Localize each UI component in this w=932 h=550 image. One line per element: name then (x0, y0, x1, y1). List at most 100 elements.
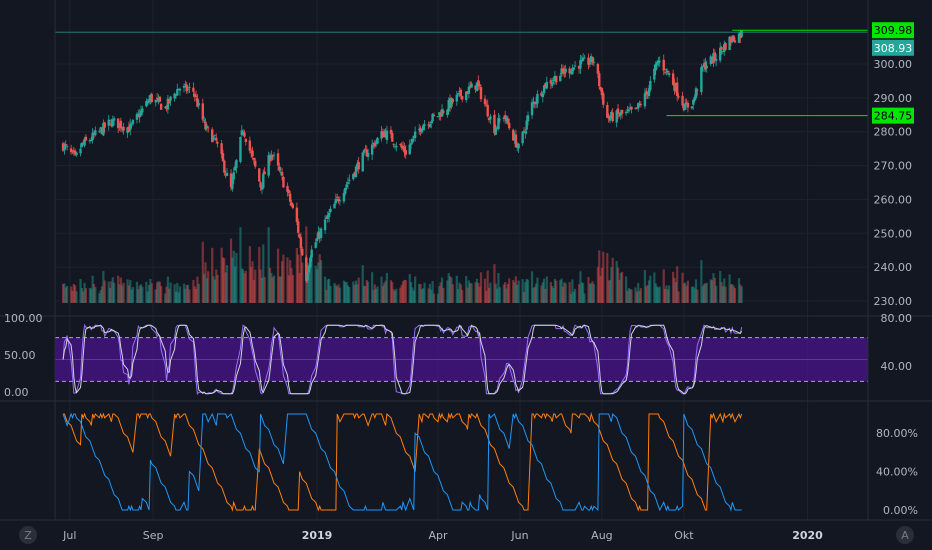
candle (120, 126, 124, 133)
candle (326, 211, 329, 223)
candle (278, 162, 281, 173)
volume-bar (427, 288, 430, 303)
volume-bar (63, 283, 66, 303)
volume-bar (354, 280, 358, 303)
volume-bar (534, 283, 538, 303)
candle (451, 98, 454, 105)
volume-bar (84, 288, 88, 303)
candle (579, 54, 582, 74)
candle (263, 167, 266, 175)
volume-bar (559, 280, 562, 303)
price-tick-label: 260.00 (874, 193, 913, 206)
volume-bar (635, 291, 638, 303)
volume-bar (121, 285, 124, 303)
volume-bar (290, 268, 293, 303)
volume-bar (244, 270, 247, 303)
volume-bar (423, 282, 426, 303)
volume-bar (204, 262, 207, 303)
candle (423, 120, 426, 131)
candle (173, 92, 176, 102)
candle (685, 98, 688, 105)
volume-bar (242, 269, 245, 303)
candle (432, 112, 436, 117)
volume-bar (497, 272, 500, 303)
candle (333, 201, 336, 209)
candle (649, 76, 652, 93)
zoom-icon[interactable]: Z (19, 526, 37, 544)
price-tick-label: 280.00 (874, 126, 913, 139)
candle (479, 84, 483, 103)
candle (205, 123, 209, 132)
volume-bar (563, 282, 566, 303)
volume-bar (618, 279, 621, 303)
volume-bar (224, 272, 227, 303)
auto-scale-icon[interactable]: A (896, 526, 914, 544)
volume-bar (233, 266, 237, 303)
volume-bar (338, 287, 341, 303)
volume-bar (326, 279, 329, 303)
candle (357, 157, 360, 174)
candle (530, 98, 534, 120)
volume-bar (122, 282, 125, 303)
candle (146, 98, 149, 106)
volume-bar (549, 282, 552, 303)
candle (65, 144, 69, 151)
volume-bar (533, 286, 536, 303)
volume-bar (620, 271, 624, 303)
candle (202, 116, 206, 124)
volume-bar (419, 284, 422, 303)
candle (276, 149, 280, 171)
candle (315, 233, 319, 245)
volume-bar (600, 267, 604, 303)
candle (450, 97, 453, 110)
volume-bar (111, 277, 114, 303)
candle (138, 109, 141, 123)
candle (154, 99, 157, 107)
candle (731, 34, 734, 44)
volume-bar (629, 289, 632, 303)
volume-bar (193, 286, 196, 303)
volume-bar (367, 281, 370, 303)
time-axis[interactable]: Jul Sep 2019 Apr Jun Aug Okt 2020 (62, 529, 823, 542)
volume-bar (173, 284, 176, 303)
volume-bar (80, 287, 83, 303)
candle (403, 142, 406, 158)
volume-bar (615, 261, 618, 303)
candle (381, 128, 385, 138)
candle (139, 105, 143, 117)
volume-bar (729, 284, 733, 303)
volume-bar (282, 254, 285, 303)
candle (458, 87, 461, 97)
volume-bar (514, 276, 518, 303)
volume-bar (309, 261, 312, 303)
candle (108, 119, 112, 123)
candle (549, 78, 553, 89)
candle (690, 106, 694, 110)
volume-bar (108, 287, 112, 303)
volume-bar (364, 286, 367, 303)
volume-bar (391, 282, 394, 303)
candle (684, 98, 687, 111)
candle (258, 168, 261, 182)
volume-bar (384, 280, 387, 303)
candle (111, 115, 114, 128)
volume-bar (279, 276, 282, 303)
price-tick-label: 240.00 (874, 261, 913, 274)
volume-bar (141, 286, 144, 303)
volume-bars (61, 226, 743, 303)
candle (718, 42, 722, 63)
candle (372, 142, 375, 149)
last-price-tag: 308.93 (872, 39, 914, 56)
candle (373, 140, 377, 149)
volume-bar (336, 286, 339, 303)
candle (69, 144, 73, 155)
volume-bar (82, 291, 85, 303)
volume-bar (117, 275, 120, 303)
stoch-left-tick: 0.00 (4, 386, 29, 399)
volume-bar (197, 283, 200, 303)
volume-bar (385, 272, 389, 303)
time-tick-label: 2020 (792, 529, 823, 542)
volume-bar (598, 250, 601, 303)
volume-bar (395, 288, 398, 303)
